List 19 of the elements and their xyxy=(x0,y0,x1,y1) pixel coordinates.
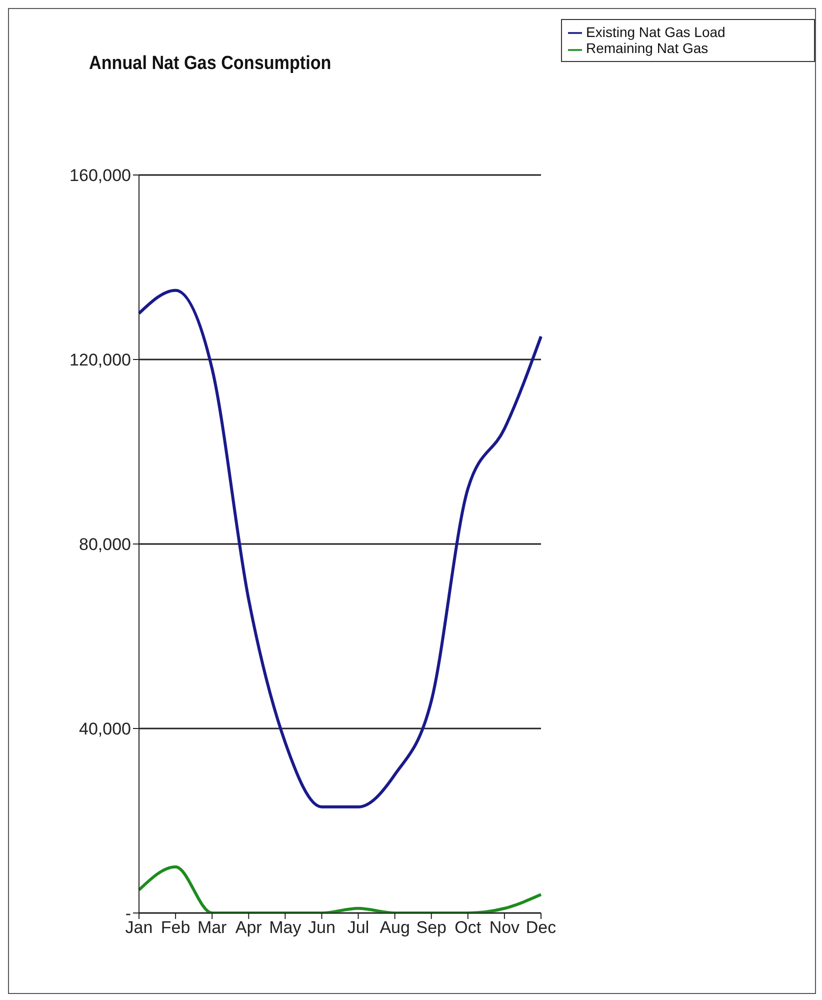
chart-title: Annual Nat Gas Consumption xyxy=(89,53,332,75)
x-tick-label: Apr xyxy=(235,918,262,938)
x-tick-label: Nov xyxy=(489,918,520,938)
x-tick-label: Jan xyxy=(125,918,153,938)
x-tick-label: Mar xyxy=(197,918,228,938)
x-tick-label: Feb xyxy=(160,918,190,938)
x-tick-label: Dec xyxy=(526,918,557,938)
legend-label: Existing Nat Gas Load xyxy=(586,24,726,40)
y-tick-label: 160,000 xyxy=(70,166,131,186)
x-tick-label: Jun xyxy=(308,918,336,938)
x-tick-label: May xyxy=(269,918,302,938)
y-tick-label: 40,000 xyxy=(79,720,131,739)
legend-label: Remaining Nat Gas xyxy=(586,40,708,56)
x-tick-label: Jul xyxy=(347,918,370,938)
x-tick-label: Oct xyxy=(454,918,482,938)
x-tick-label: Sep xyxy=(416,918,446,938)
y-tick-label: 80,000 xyxy=(79,535,131,554)
x-tick-label: Aug xyxy=(380,918,410,938)
y-tick-label: 120,000 xyxy=(70,350,131,370)
